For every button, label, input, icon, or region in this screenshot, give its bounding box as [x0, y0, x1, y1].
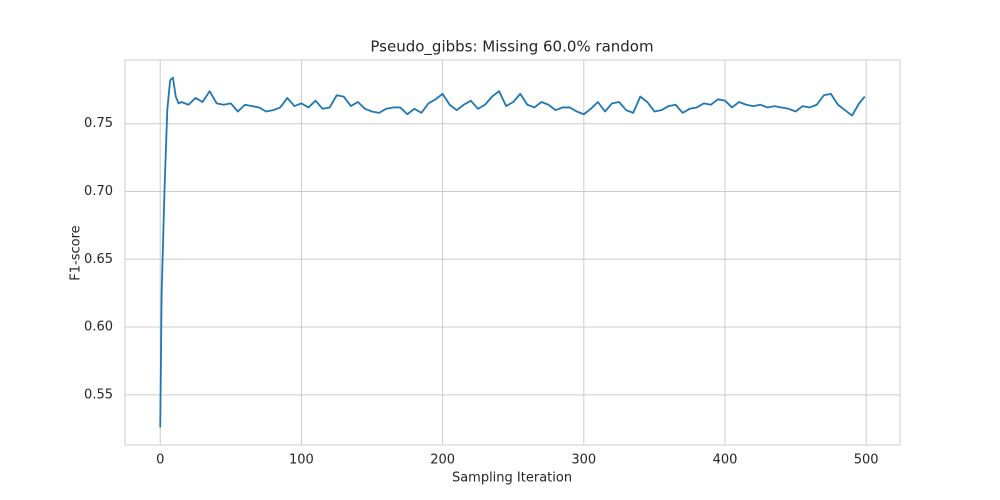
y-axis-label: F1-score [69, 225, 84, 280]
plot-frame [124, 59, 901, 446]
y-tick-label: 0.70 [84, 184, 113, 199]
x-tick-label: 300 [571, 453, 596, 468]
y-tick-label: 0.60 [84, 320, 113, 335]
x-tick-label: 0 [156, 453, 164, 468]
x-tick-label: 500 [854, 453, 879, 468]
data-line [159, 76, 866, 428]
y-tick-label: 0.65 [84, 252, 113, 267]
y-tick-label: 0.55 [84, 387, 113, 402]
y-tick-label: 0.75 [84, 116, 113, 131]
x-tick-label: 400 [713, 453, 738, 468]
chart-title: Pseudo_gibbs: Missing 60.0% random [370, 38, 653, 57]
x-axis-label: Sampling Iteration [452, 471, 572, 486]
x-tick-label: 100 [289, 453, 314, 468]
x-tick-label: 200 [430, 453, 455, 468]
